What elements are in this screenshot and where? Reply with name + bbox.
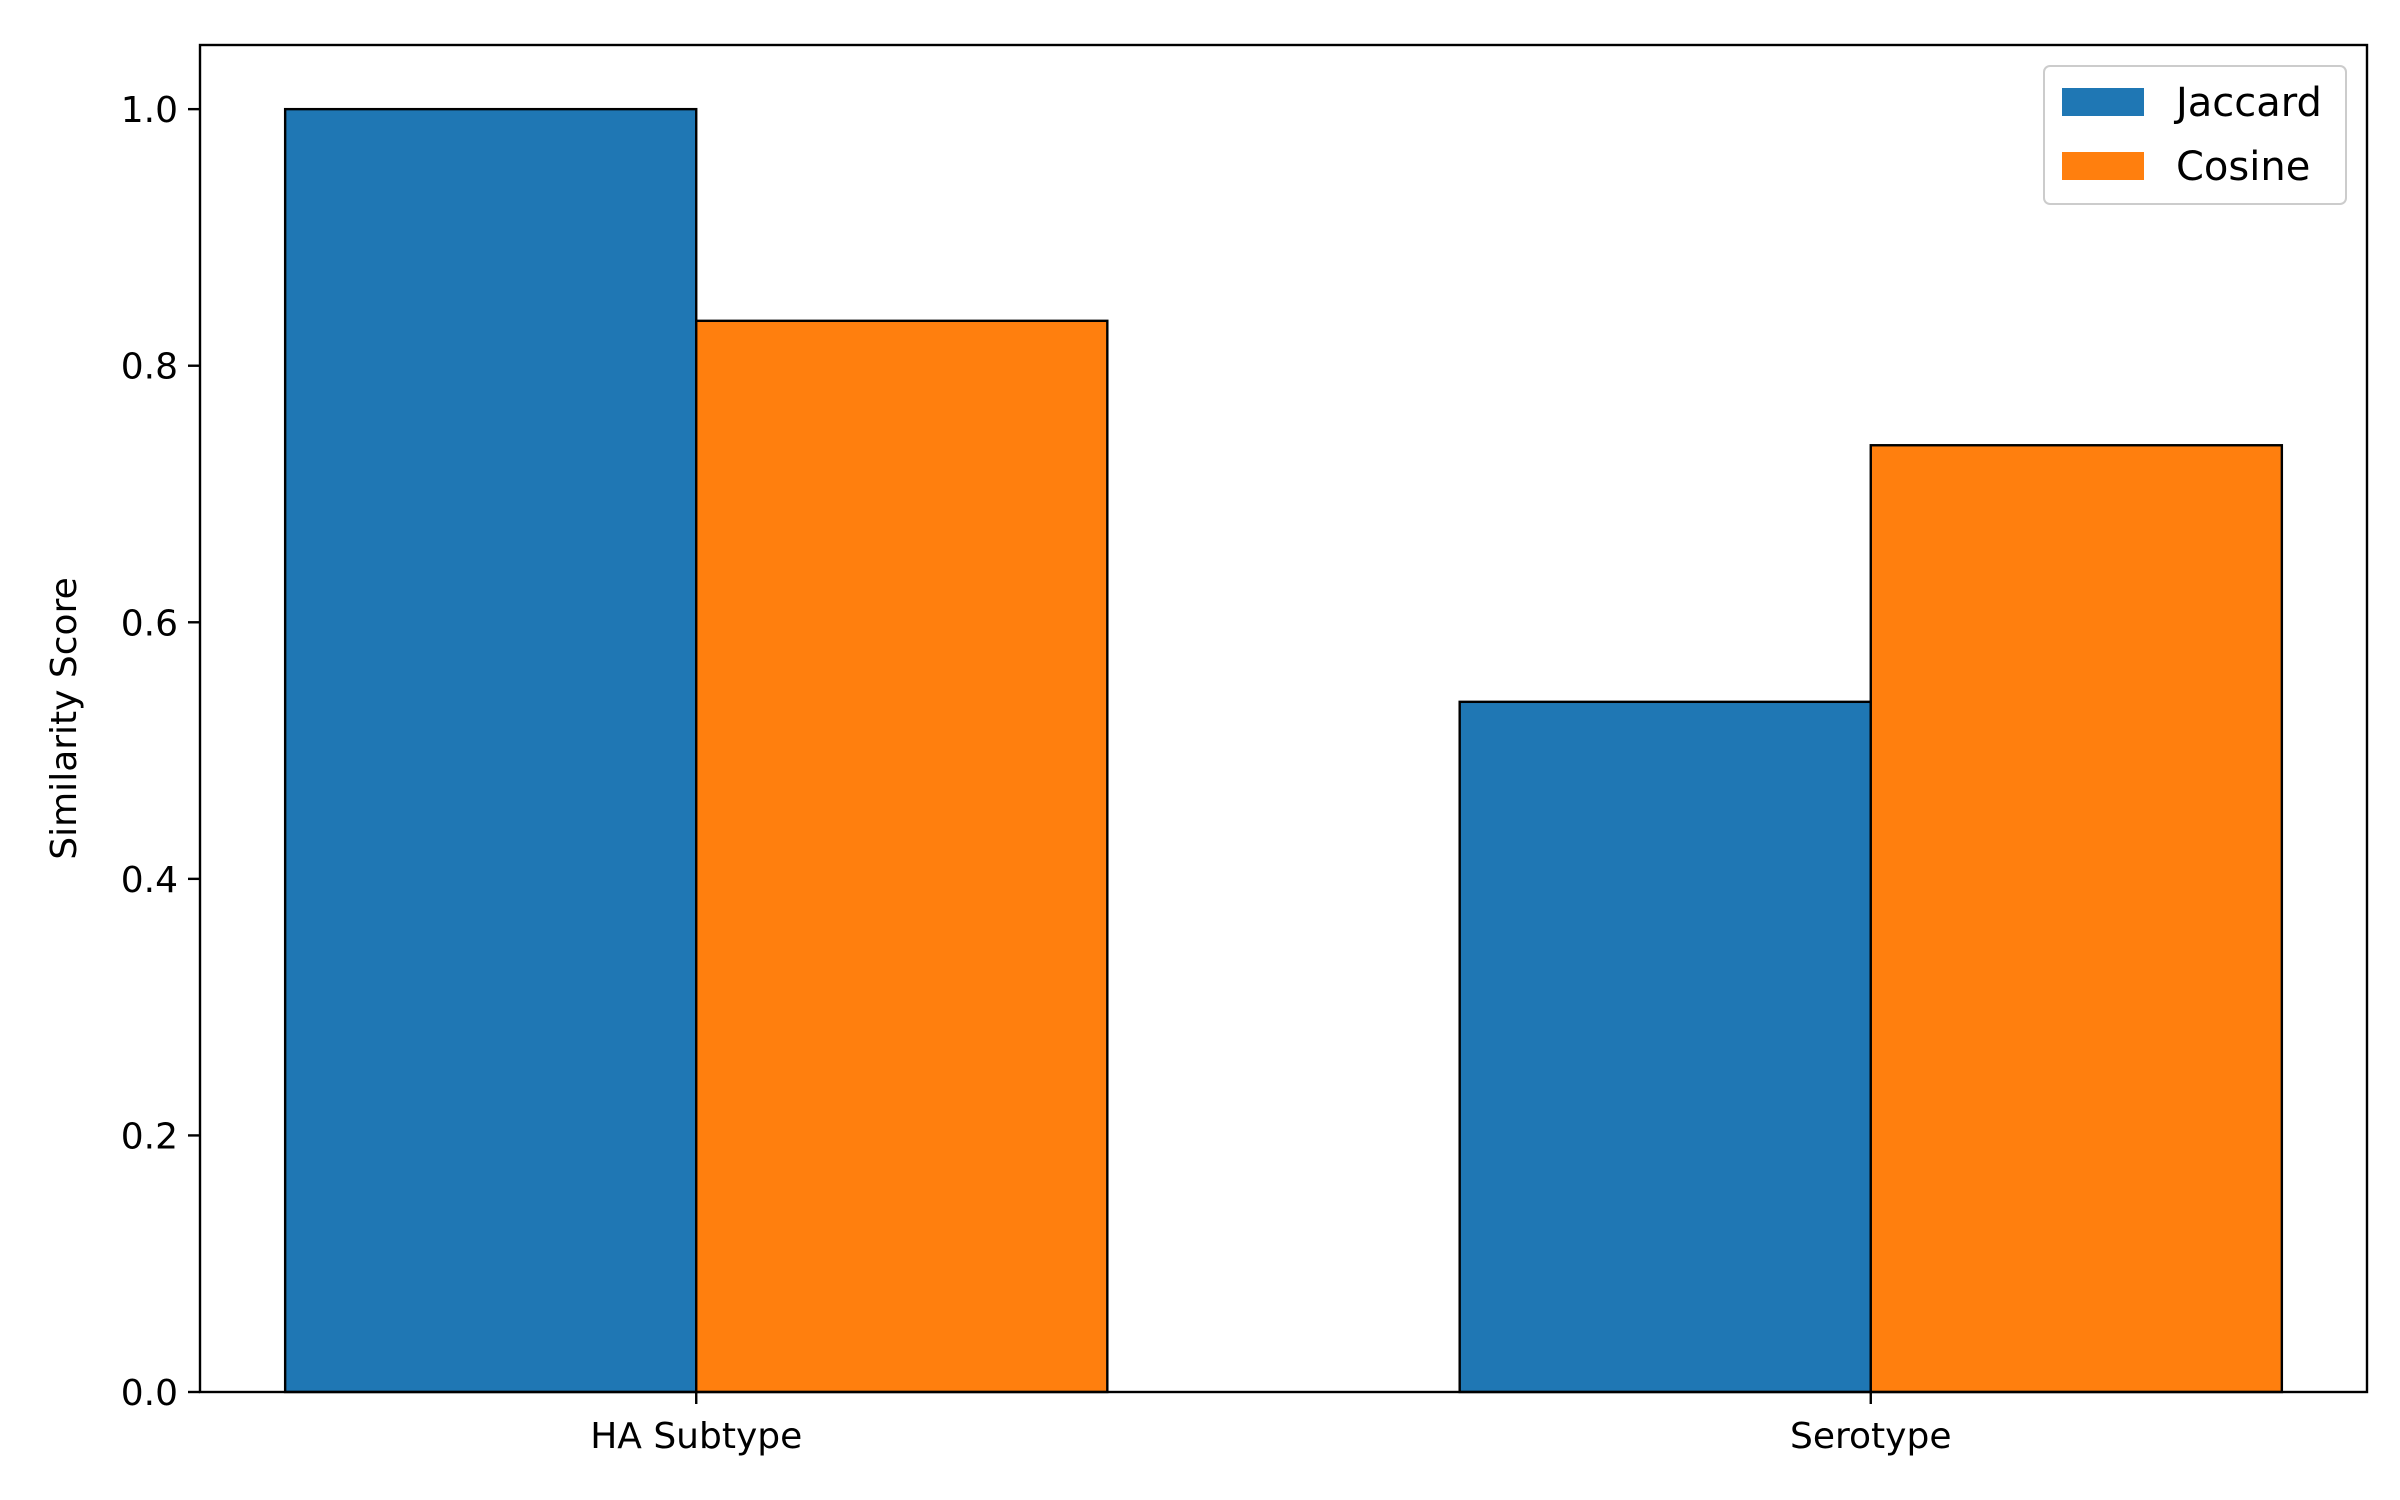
legend-label-jaccard: Jaccard	[2173, 80, 2322, 126]
y-tick-label: 0.6	[121, 603, 178, 644]
legend-label-cosine: Cosine	[2176, 144, 2310, 190]
bar-jaccard-0	[283, 107, 698, 1394]
x-axis-ticks: HA Subtype Serotype	[590, 1392, 1951, 1457]
plot-frame	[198, 43, 2369, 1394]
legend-swatch-jaccard	[2062, 88, 2144, 116]
x-tick-label: Serotype	[1790, 1416, 1951, 1457]
y-axis-label: Similarity Score	[44, 577, 85, 859]
x-tick-label: HA Subtype	[590, 1416, 802, 1457]
bars-layer	[283, 107, 2284, 1394]
legend-items: Jaccard Cosine	[2062, 80, 2322, 190]
bar-jaccard-1	[1458, 700, 1872, 1394]
y-axis-ticks: 0.0 0.2 0.4 0.6 0.8 1.0	[121, 90, 200, 1414]
y-tick-label: 0.4	[121, 860, 178, 901]
legend-swatch-cosine	[2062, 152, 2144, 180]
bar-cosine-0	[695, 319, 1109, 1394]
y-tick-label: 1.0	[121, 90, 178, 131]
bar-cosine-1	[1869, 444, 2284, 1394]
y-tick-label: 0.8	[121, 347, 178, 388]
y-tick-label: 0.0	[121, 1373, 178, 1414]
y-tick-label: 0.2	[121, 1116, 178, 1157]
legend: Jaccard Cosine	[2043, 65, 2347, 205]
